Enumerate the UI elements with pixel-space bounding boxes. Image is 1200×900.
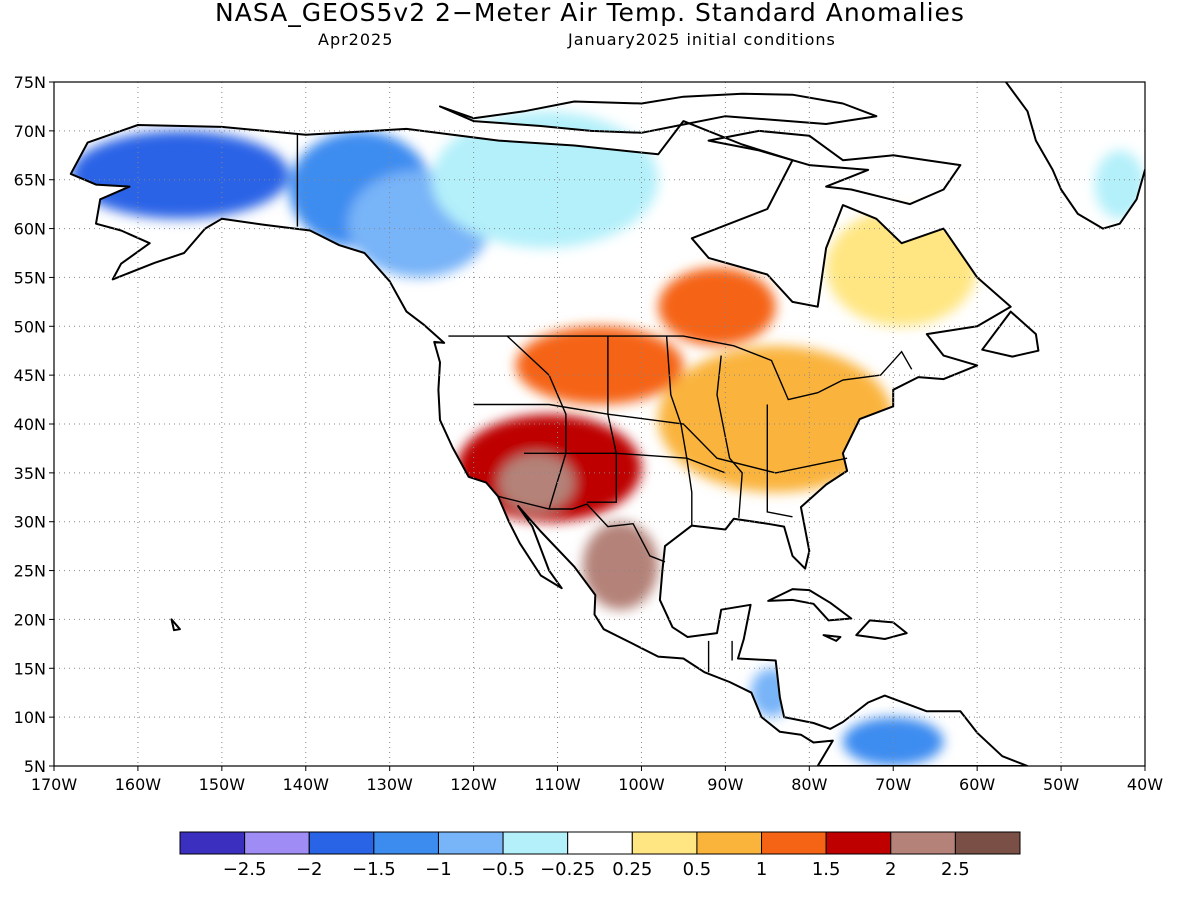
lat-tick-label: 30N [14,513,46,532]
lon-tick-label: 160W [115,775,162,794]
lat-tick-label: 20N [14,610,46,629]
greenland-land [1005,82,1145,229]
lon-tick-label: 40W [1127,775,1163,794]
hispaniola-coastline [855,619,908,640]
colorbar-label: 2 [885,859,896,880]
colorbar-label: 1.5 [812,859,841,880]
lon-tick-label: 60W [959,775,995,794]
colorbar-label: −0.25 [540,859,595,880]
anomaly-mexico-hottest [582,521,659,610]
colorbar-swatch [567,831,633,855]
colorbar-label: −2 [296,859,323,880]
anomaly-south-america-cold [842,717,944,766]
lat-tick-label: 40N [14,415,46,434]
lat-tick-label: 35N [14,464,46,483]
hispaniola-land [856,620,907,639]
lat-tick-label: 75N [14,73,46,92]
colorbar-label: −0.5 [481,859,525,880]
lon-tick-label: 150W [199,775,246,794]
newfoundland-coastline [981,310,1040,358]
colorbar-swatch [373,831,439,855]
colorbar-label: 0.25 [612,859,652,880]
coastline-layer [69,82,1145,766]
lat-tick-label: 5N [24,757,46,776]
baffin-island-coastline [707,129,962,206]
lon-tick-label: 170W [31,775,78,794]
lat-tick-label: 45N [14,366,46,385]
anomaly-greenland-cool [1094,150,1145,219]
chart-title: NASA_GEOS5v2 2−Meter Air Temp. Standard … [215,0,965,27]
colorbar: −2.5 −2 −1.5 −1 −0.5 −0.25 0.25 0.5 1 1.5 2 2.5 [179,831,1021,880]
north-america-coastline [69,120,1029,766]
colorbar-label: −1 [425,859,452,880]
anomaly-northern-plains-warm [515,326,684,405]
lon-tick-label: 130W [367,775,414,794]
newfoundland-land [982,311,1039,357]
colorbar-label: −2.5 [223,859,267,880]
forecast-month: Apr2025 [318,30,394,49]
hawaii-coastline [170,618,181,632]
lat-tick-label: 15N [14,659,46,678]
lat-tick-label: 70N [14,122,46,141]
colorbar-swatch [502,831,569,855]
colorbar-swatch [890,831,956,855]
latitude-axis: 75N 70N 65N 60N 55N 50N 45N 40N 35N 30N 25N 20N 15N 1… [14,73,54,776]
lat-tick-label: 50N [14,317,46,336]
colorbar-swatch [825,831,892,855]
jamaica-coastline [822,634,842,642]
anomaly-eastern-us-warm [658,345,894,493]
lon-tick-label: 140W [283,775,330,794]
cuba-coastline [767,588,853,622]
greenland-coastline [1004,82,1145,230]
colorbar-swatch [761,831,827,855]
border-line [586,336,617,503]
lon-tick-label: 70W [875,775,911,794]
grid-layer [54,82,1145,766]
lat-tick-label: 65N [14,171,46,190]
border-line [524,452,726,474]
anomaly-desert-hottest [498,453,575,512]
colorbar-label: 0.5 [683,859,712,880]
border-line [716,355,743,518]
longitude-axis: 170W 160W 150W 140W 130W 120W 110W 100W 90W 80W 70… [31,766,1163,794]
colorbar-swatch [631,831,698,855]
lat-tick-label: 60N [14,220,46,239]
anomaly-fill-layer [70,82,1145,766]
colorbar-swatch [437,831,504,855]
colorbar-label: −1.5 [352,859,396,880]
border-line [448,335,913,401]
anomaly-alaska-cold [70,130,289,219]
border-line [497,495,666,563]
lat-tick-label: 25N [14,562,46,581]
initial-conditions: January2025 initial conditions [568,30,836,49]
lon-tick-label: 100W [618,775,665,794]
lat-tick-label: 10N [14,708,46,727]
colorbar-swatch [244,831,310,855]
colorbar-label: 1 [756,859,767,880]
lon-tick-label: 50W [1043,775,1079,794]
colorbar-swatch [308,831,375,855]
border-line [506,335,567,510]
lon-tick-label: 80W [791,775,827,794]
colorbar-swatch [954,831,1021,855]
colorbar-label: 2.5 [941,859,970,880]
lon-tick-label: 90W [707,775,743,794]
anomaly-fills [70,111,1145,766]
border-line [766,404,793,518]
anomaly-quebec-warm [826,209,978,327]
lon-tick-label: 110W [534,775,581,794]
border-line [473,403,848,474]
baffin-island-land [708,130,961,205]
border-line [665,336,693,526]
colorbar-swatch [696,831,763,855]
lon-tick-label: 120W [450,775,497,794]
plot-area [54,82,1145,766]
lat-tick-label: 55N [14,268,46,287]
anomaly-hudson-warm [658,267,776,346]
arctic-islands-coastline [439,92,878,134]
cuba-land [768,589,852,621]
colorbar-swatch [179,831,246,855]
anomaly-central-america-cool [750,668,793,718]
